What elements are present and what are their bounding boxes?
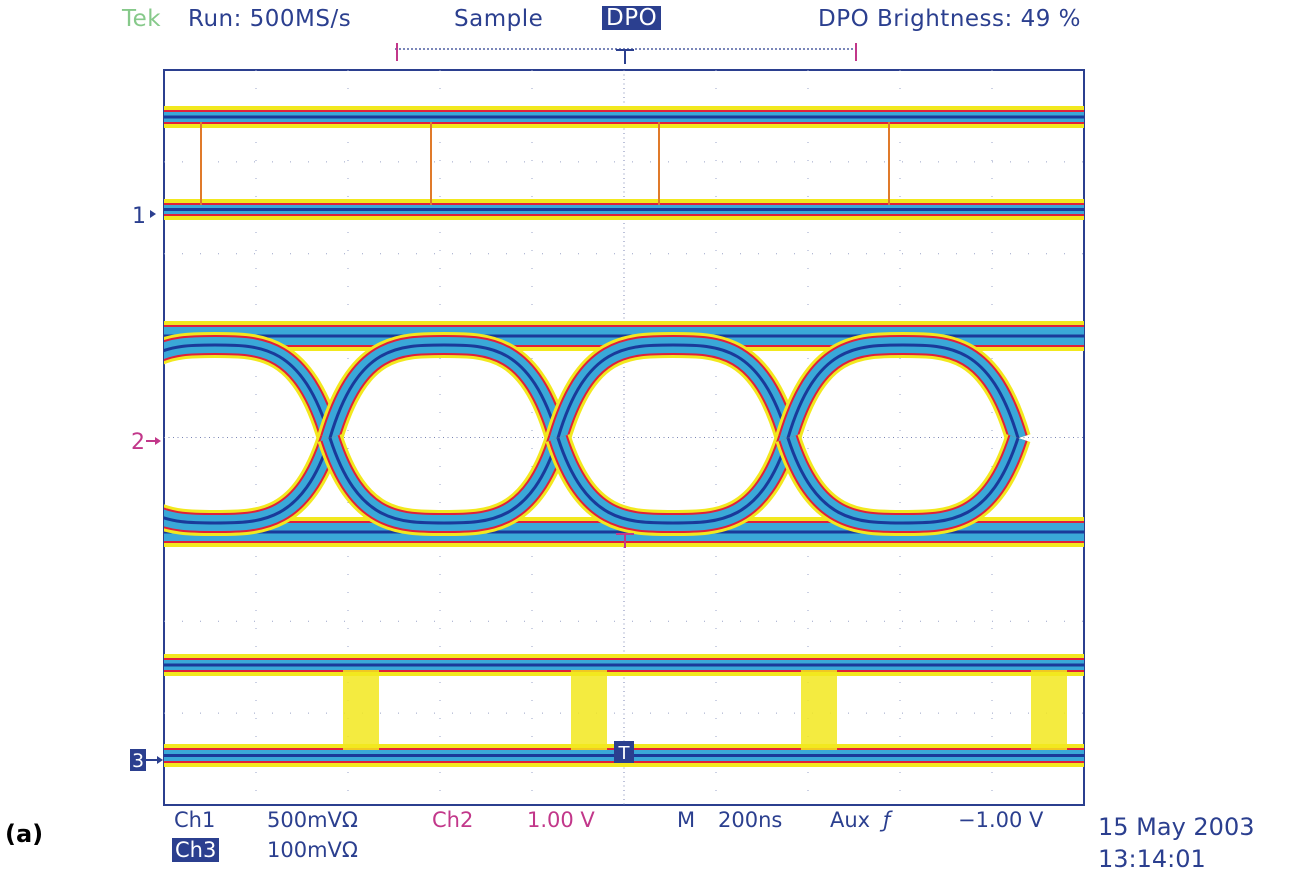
figure-label: (a) (5, 820, 44, 848)
eye-curve-body (322, 336, 566, 441)
timebase-value: 200ns (718, 808, 783, 832)
brand-label: Tek (122, 6, 162, 32)
time-readout: 13:14:01 (1098, 845, 1206, 873)
eye-curve-core (328, 343, 560, 439)
ch2-label: Ch2 (432, 808, 474, 832)
ch1-label: Ch1 (174, 808, 216, 832)
eye-curve-body (780, 336, 1026, 441)
ch3-transition (1031, 670, 1067, 750)
ch1-marker: 1 (132, 204, 156, 229)
svg-text:3: 3 (132, 750, 144, 772)
ch1-low-rail-core (164, 208, 1084, 211)
svg-text:1: 1 (132, 204, 146, 229)
date-readout: 15 May 2003 (1098, 813, 1255, 841)
ch2-scale: 1.00 V (527, 808, 595, 832)
eye-curve-core (786, 437, 1020, 525)
eye-curve-body (550, 336, 796, 441)
display-mode-badge: DPO (602, 6, 662, 30)
eye-curve-core (164, 437, 332, 525)
ch3-transition (571, 670, 607, 750)
run-status: Run: 500MS/s (188, 6, 352, 32)
eye-curve-core (786, 343, 1020, 439)
ch3-scale: 100mVΩ (267, 838, 358, 862)
record-bracket (395, 43, 858, 61)
brightness-readout: DPO Brightness: 49 % (818, 6, 1081, 32)
waveform-traces (164, 106, 1084, 767)
ch2-marker: 2 (131, 430, 161, 455)
ch1-scale: 500mVΩ (267, 808, 358, 832)
acquisition-mode: Sample (454, 6, 544, 32)
ch3-high-rail-core (164, 663, 1084, 667)
ch3-transition (343, 670, 379, 750)
timebase-label: M (677, 808, 696, 832)
graticule (164, 70, 1084, 805)
svg-text:2: 2 (131, 430, 145, 455)
trigger-slope-icon: ƒ (883, 808, 891, 832)
ch3-trigger-marker: T (614, 741, 634, 764)
trigger-level-marker (616, 533, 634, 548)
trigger-level: −1.00 V (958, 808, 1044, 832)
trigger-position-marker (616, 49, 634, 64)
eye-curve-core (556, 343, 790, 439)
svg-text:T: T (618, 743, 631, 764)
eye-curve-core (556, 437, 790, 525)
trigger-source: Aux (830, 808, 871, 832)
ch1-high-rail-core (164, 115, 1084, 119)
eye-curve-body (164, 336, 338, 441)
ch3-marker: 3 (130, 749, 163, 772)
eye-curve-core (328, 437, 560, 525)
ch3-transition (801, 670, 837, 750)
eye-curve-core (164, 343, 332, 439)
ch3-label: Ch3 (172, 838, 220, 862)
ch2-top-rail-core (164, 334, 1084, 338)
